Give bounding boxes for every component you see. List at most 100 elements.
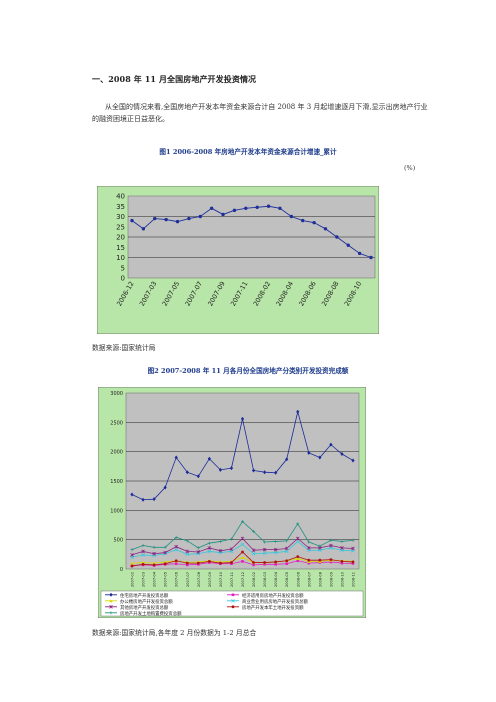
chart2-point [340, 561, 344, 565]
chart2-point [109, 611, 113, 615]
chart1-y-tick-label: 0 [121, 275, 125, 283]
chart1-point [164, 217, 168, 222]
chart2-point [296, 522, 300, 526]
chart2-point [229, 537, 234, 541]
chart2-legend-label: 房地产开发土地购置费投资总额 [120, 610, 182, 617]
chart2-point [329, 543, 333, 548]
chart1-y-tick-label: 10 [116, 254, 125, 262]
chart2-point [340, 539, 344, 544]
chart2-point [207, 549, 212, 554]
chart1-point [232, 208, 237, 213]
chart2-x-tick-label: 2008-10 [340, 571, 344, 587]
chart2-x-tick-label: 2007-10 [219, 571, 223, 587]
chart2-point [163, 562, 167, 566]
chart2-point [152, 563, 156, 567]
chart2-point [296, 409, 300, 414]
chart2-point [130, 492, 134, 497]
chart2-x-tick-label: 2007-12 [241, 572, 245, 587]
chart2-x-tick-label: 2007-06 [175, 571, 179, 587]
chart2-point [274, 539, 278, 544]
chart2-y-tick-label: 3000 [110, 391, 123, 397]
chart2-point [163, 545, 167, 549]
chart2-y-tick-label: 1500 [110, 479, 123, 485]
chart2-series [130, 536, 355, 557]
chart2-point [262, 547, 267, 552]
chart2-point [340, 546, 344, 550]
chart2-legend-label: 经济适用房房地产开发投资总额 [242, 592, 304, 599]
intro-paragraph: 从全国的情况来看,全国房地产开发本年资金来源合计自 2008 年 3 月起增速逐… [92, 103, 428, 123]
chart2-point [240, 536, 245, 541]
chart2-point [141, 543, 145, 548]
chart2-point [174, 544, 179, 549]
chart2-point [141, 549, 145, 554]
chart2-point [295, 536, 300, 541]
chart2-point [329, 558, 333, 562]
chart2-point [241, 560, 244, 563]
chart2-point [174, 547, 179, 552]
chart2-x-tick-label: 2008-07 [307, 572, 311, 587]
chart2-point [351, 458, 355, 463]
chart2-point [285, 559, 289, 563]
chart2-point [295, 539, 300, 544]
chart2-point [307, 561, 311, 565]
chart1-point [153, 216, 157, 221]
chart2-y-tick-label: 0 [120, 567, 123, 573]
chart2-legend-label: 住宅房地产开发投资总额 [120, 592, 169, 599]
chart2-point [263, 540, 267, 544]
chart2-x-tick-label: 2008-06 [296, 571, 300, 587]
chart2-point [185, 539, 189, 543]
chart2-point [174, 535, 178, 539]
chart2-series [130, 519, 355, 552]
chart2-legend-label: 房地产开发本年土地开发投资额 [242, 604, 304, 611]
chart2-point [141, 497, 145, 502]
chart2-point [252, 561, 255, 564]
chart1-y-tick-label: 35 [116, 203, 125, 211]
chart2-x-tick-label: 2007-04 [153, 571, 157, 587]
chart1-y-tick-label: 30 [116, 213, 125, 221]
chart2-point [163, 485, 167, 490]
chart2-x-tick-label: 2008-05 [285, 572, 289, 587]
chart1-point [141, 227, 146, 231]
figure1-title: 图1 2006-2008 年房地产开发本年资金来源合计增速_累计 [159, 148, 337, 156]
chart1-point [335, 235, 339, 239]
chart2-point [219, 561, 222, 565]
chart2-point [296, 555, 300, 559]
chart2-point [207, 559, 211, 563]
chart2-point [273, 550, 278, 555]
chart2-point [251, 468, 256, 473]
figure2-title: 图2 2007-2008 年 11 月各月份全国房地产分类别开发投资完成额 [147, 367, 349, 375]
chart1-point [130, 218, 134, 223]
chart2-point [196, 546, 200, 550]
chart2-point [329, 560, 333, 564]
chart2-x-tick-label: 2007-03 [142, 572, 146, 587]
figure1-source: 数据来源:国家统计局 [92, 344, 156, 352]
chart2-x-tick-label: 2008-09 [329, 571, 333, 587]
chart2-point [340, 452, 344, 457]
chart2-point [329, 538, 333, 542]
chart2-x-tick-label: 2008-11 [352, 572, 356, 587]
chart2-point [152, 497, 156, 502]
chart2-point [351, 562, 355, 565]
chart2-point [273, 547, 278, 552]
chart2-point [296, 556, 300, 561]
chart2-point [251, 551, 256, 556]
chart2: 0 500 1000 1500 2000 2500 3000 2007-02 2007-03 2… [98, 387, 366, 618]
chart2-point [174, 562, 178, 566]
chart2-point [240, 555, 245, 559]
chart2-legend-label: 商业营业用房房地产开发投资总额 [242, 598, 308, 605]
chart2-point [218, 549, 223, 553]
chart2-point [229, 547, 234, 551]
chart2-x-tick-label: 2008-04 [274, 571, 278, 587]
chart2-point [240, 542, 245, 547]
chart2-point [196, 561, 200, 565]
chart2-point [252, 563, 255, 567]
chart1-y-tick-label: 5 [121, 264, 125, 272]
chart1-y-tick-label: 40 [116, 193, 125, 201]
chart2-point [263, 561, 266, 564]
chart2-point [284, 546, 289, 551]
chart2-point [207, 546, 212, 550]
chart2-point [141, 553, 145, 557]
chart1-point [301, 218, 305, 223]
figure2-source: 数据来源:国家统计局,各年度 2 月份数据为 1-2 月总合 [92, 629, 257, 637]
chart1-point [255, 205, 259, 209]
